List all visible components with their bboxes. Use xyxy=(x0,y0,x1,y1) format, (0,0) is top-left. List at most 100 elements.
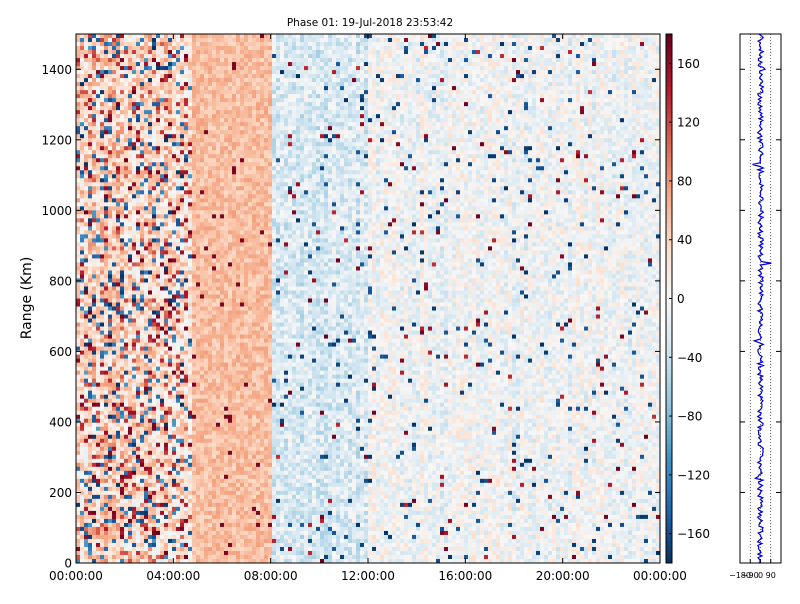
heatmap-cell xyxy=(108,514,113,520)
heatmap-cell xyxy=(92,206,97,211)
heatmap-cell xyxy=(220,194,225,199)
heatmap-cell xyxy=(172,442,177,448)
heatmap-cell xyxy=(192,350,197,355)
heatmap-cell xyxy=(180,34,185,39)
heatmap-cell xyxy=(132,338,137,343)
heatmap-cell xyxy=(76,498,81,504)
heatmap-cell xyxy=(88,266,93,271)
heatmap-cell xyxy=(136,62,141,67)
heatmap-cell xyxy=(128,530,133,536)
heatmap-cell xyxy=(132,150,137,155)
heatmap-cell xyxy=(96,146,101,151)
heatmap-cell xyxy=(168,422,173,428)
heatmap-cell xyxy=(156,342,161,347)
heatmap-cell xyxy=(152,194,157,199)
heatmap-cell xyxy=(168,70,173,75)
heatmap-cell xyxy=(188,482,193,488)
heatmap-cell xyxy=(132,394,137,400)
heatmap-cell xyxy=(216,78,221,83)
heatmap-cell xyxy=(136,414,141,420)
heatmap-cell xyxy=(184,378,189,384)
heatmap-cell xyxy=(196,126,201,131)
heatmap-cell xyxy=(96,170,101,175)
heatmap-cell xyxy=(84,534,89,540)
heatmap-cell xyxy=(84,314,89,319)
heatmap-cell xyxy=(204,210,209,215)
heatmap-cell xyxy=(180,406,185,412)
heatmap-cell xyxy=(164,310,169,315)
heatmap-cell xyxy=(136,38,141,43)
heatmap-cell xyxy=(128,150,133,155)
heatmap-cell xyxy=(200,290,205,295)
heatmap-cell xyxy=(152,78,157,83)
heatmap-cell xyxy=(108,362,113,367)
heatmap-cell xyxy=(152,266,157,271)
heatmap-cell xyxy=(176,402,181,408)
heatmap-cell xyxy=(120,262,125,267)
heatmap-cell xyxy=(132,306,137,311)
heatmap-cell xyxy=(92,130,97,135)
heatmap-cell xyxy=(124,66,129,71)
heatmap-cell xyxy=(200,254,205,259)
heatmap-cell xyxy=(80,458,85,464)
heatmap-cell xyxy=(132,294,137,299)
heatmap-cell xyxy=(200,110,205,115)
heatmap-cell xyxy=(160,254,165,259)
heatmap-cell xyxy=(220,198,225,203)
heatmap-cell xyxy=(192,434,197,440)
heatmap-cell xyxy=(196,38,201,43)
heatmap-cell xyxy=(128,230,133,235)
heatmap-cell xyxy=(116,374,121,379)
heatmap-cell xyxy=(168,270,173,275)
heatmap-cell xyxy=(104,90,109,95)
heatmap-cell xyxy=(212,210,217,215)
heatmap-cell xyxy=(124,226,129,231)
heatmap-cell xyxy=(144,58,149,63)
heatmap-cell xyxy=(132,322,137,327)
heatmap-cell xyxy=(88,430,93,436)
heatmap-cell xyxy=(176,502,181,508)
heatmap-cell xyxy=(192,126,197,131)
heatmap-cell xyxy=(200,430,205,436)
heatmap-cell xyxy=(92,334,97,339)
heatmap-cell xyxy=(172,330,177,335)
heatmap-cell xyxy=(148,330,153,335)
heatmap-cell xyxy=(208,366,213,371)
heatmap-cell xyxy=(132,330,137,335)
heatmap-cell xyxy=(204,74,209,79)
heatmap-cell xyxy=(116,490,121,496)
heatmap-cell xyxy=(140,478,145,484)
heatmap-cell xyxy=(132,254,137,259)
heatmap-cell xyxy=(132,522,137,528)
heatmap-cell xyxy=(144,274,149,279)
heatmap-cell xyxy=(124,82,129,87)
heatmap-cell xyxy=(116,442,121,448)
heatmap-cell xyxy=(136,334,141,339)
heatmap-cell xyxy=(204,526,209,532)
heatmap-cell xyxy=(144,334,149,339)
heatmap-cell xyxy=(160,314,165,319)
heatmap-cell xyxy=(128,298,133,303)
heatmap-cell xyxy=(88,426,93,432)
heatmap-cell xyxy=(128,42,133,47)
heatmap-cell xyxy=(188,466,193,472)
heatmap-cell xyxy=(76,534,81,540)
heatmap-cell xyxy=(204,134,209,139)
heatmap-cell xyxy=(192,186,197,191)
heatmap-cell xyxy=(92,362,97,367)
heatmap-cell xyxy=(212,386,217,392)
heatmap-cell xyxy=(180,70,185,75)
heatmap-cell xyxy=(108,342,113,347)
heatmap-cell xyxy=(116,62,121,67)
heatmap-cell xyxy=(184,62,189,67)
heatmap-cell xyxy=(184,446,189,452)
heatmap-cell xyxy=(80,90,85,95)
heatmap-cell xyxy=(84,254,89,259)
heatmap-cell xyxy=(156,294,161,299)
heatmap-cell xyxy=(144,86,149,91)
heatmap-cell xyxy=(76,214,81,219)
heatmap-cell xyxy=(116,546,121,552)
heatmap-cell xyxy=(108,374,113,379)
heatmap-cell xyxy=(156,478,161,484)
heatmap-cell xyxy=(176,354,181,359)
